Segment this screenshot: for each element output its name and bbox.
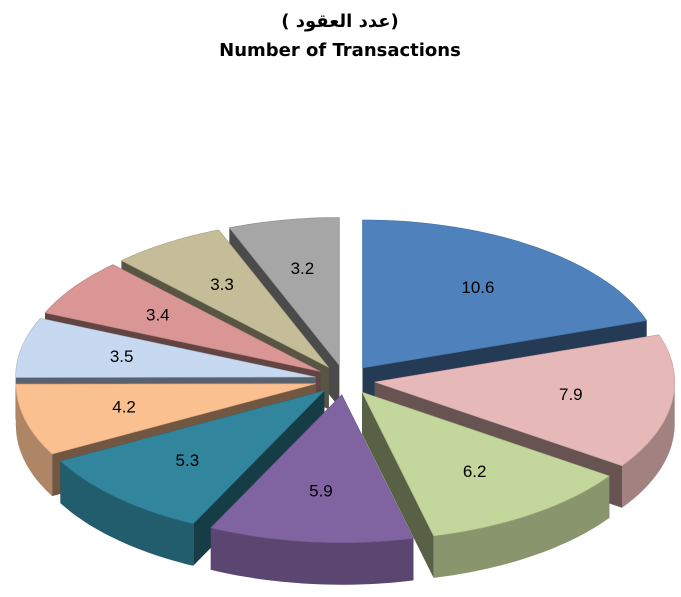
slice-edge [210, 527, 414, 585]
slice [120, 229, 330, 368]
slice [44, 264, 321, 372]
data-label: 3.3 [210, 275, 234, 294]
data-label: 3.4 [146, 305, 170, 324]
data-label: 10.6 [461, 278, 494, 297]
chart-title: (عدد العقود ) [281, 11, 398, 32]
chart-subtitle: Number of Transactions [219, 40, 461, 61]
slice [15, 317, 316, 378]
slice [228, 217, 340, 367]
data-label: 5.9 [309, 481, 333, 500]
slice [210, 394, 414, 543]
data-label: 3.2 [291, 259, 315, 278]
labels: 3.2 3.3 10.6 3.4 3.5 7.9 4.2 5.3 6.2 5.9 [110, 259, 583, 500]
slice-edge [433, 476, 610, 578]
slice [59, 390, 326, 525]
slice [15, 383, 316, 455]
data-label: 7.9 [559, 385, 583, 404]
slice [362, 219, 648, 369]
pie [15, 217, 675, 585]
slice [361, 391, 610, 537]
slice-edge [15, 384, 53, 497]
data-label: 3.5 [110, 347, 134, 366]
data-label: 5.3 [176, 451, 200, 470]
data-label: 4.2 [112, 397, 136, 416]
data-label: 6.2 [463, 462, 487, 481]
slice [374, 334, 675, 467]
slice-edge [60, 461, 194, 566]
slice-edge [622, 382, 675, 508]
slice-side [362, 392, 434, 578]
